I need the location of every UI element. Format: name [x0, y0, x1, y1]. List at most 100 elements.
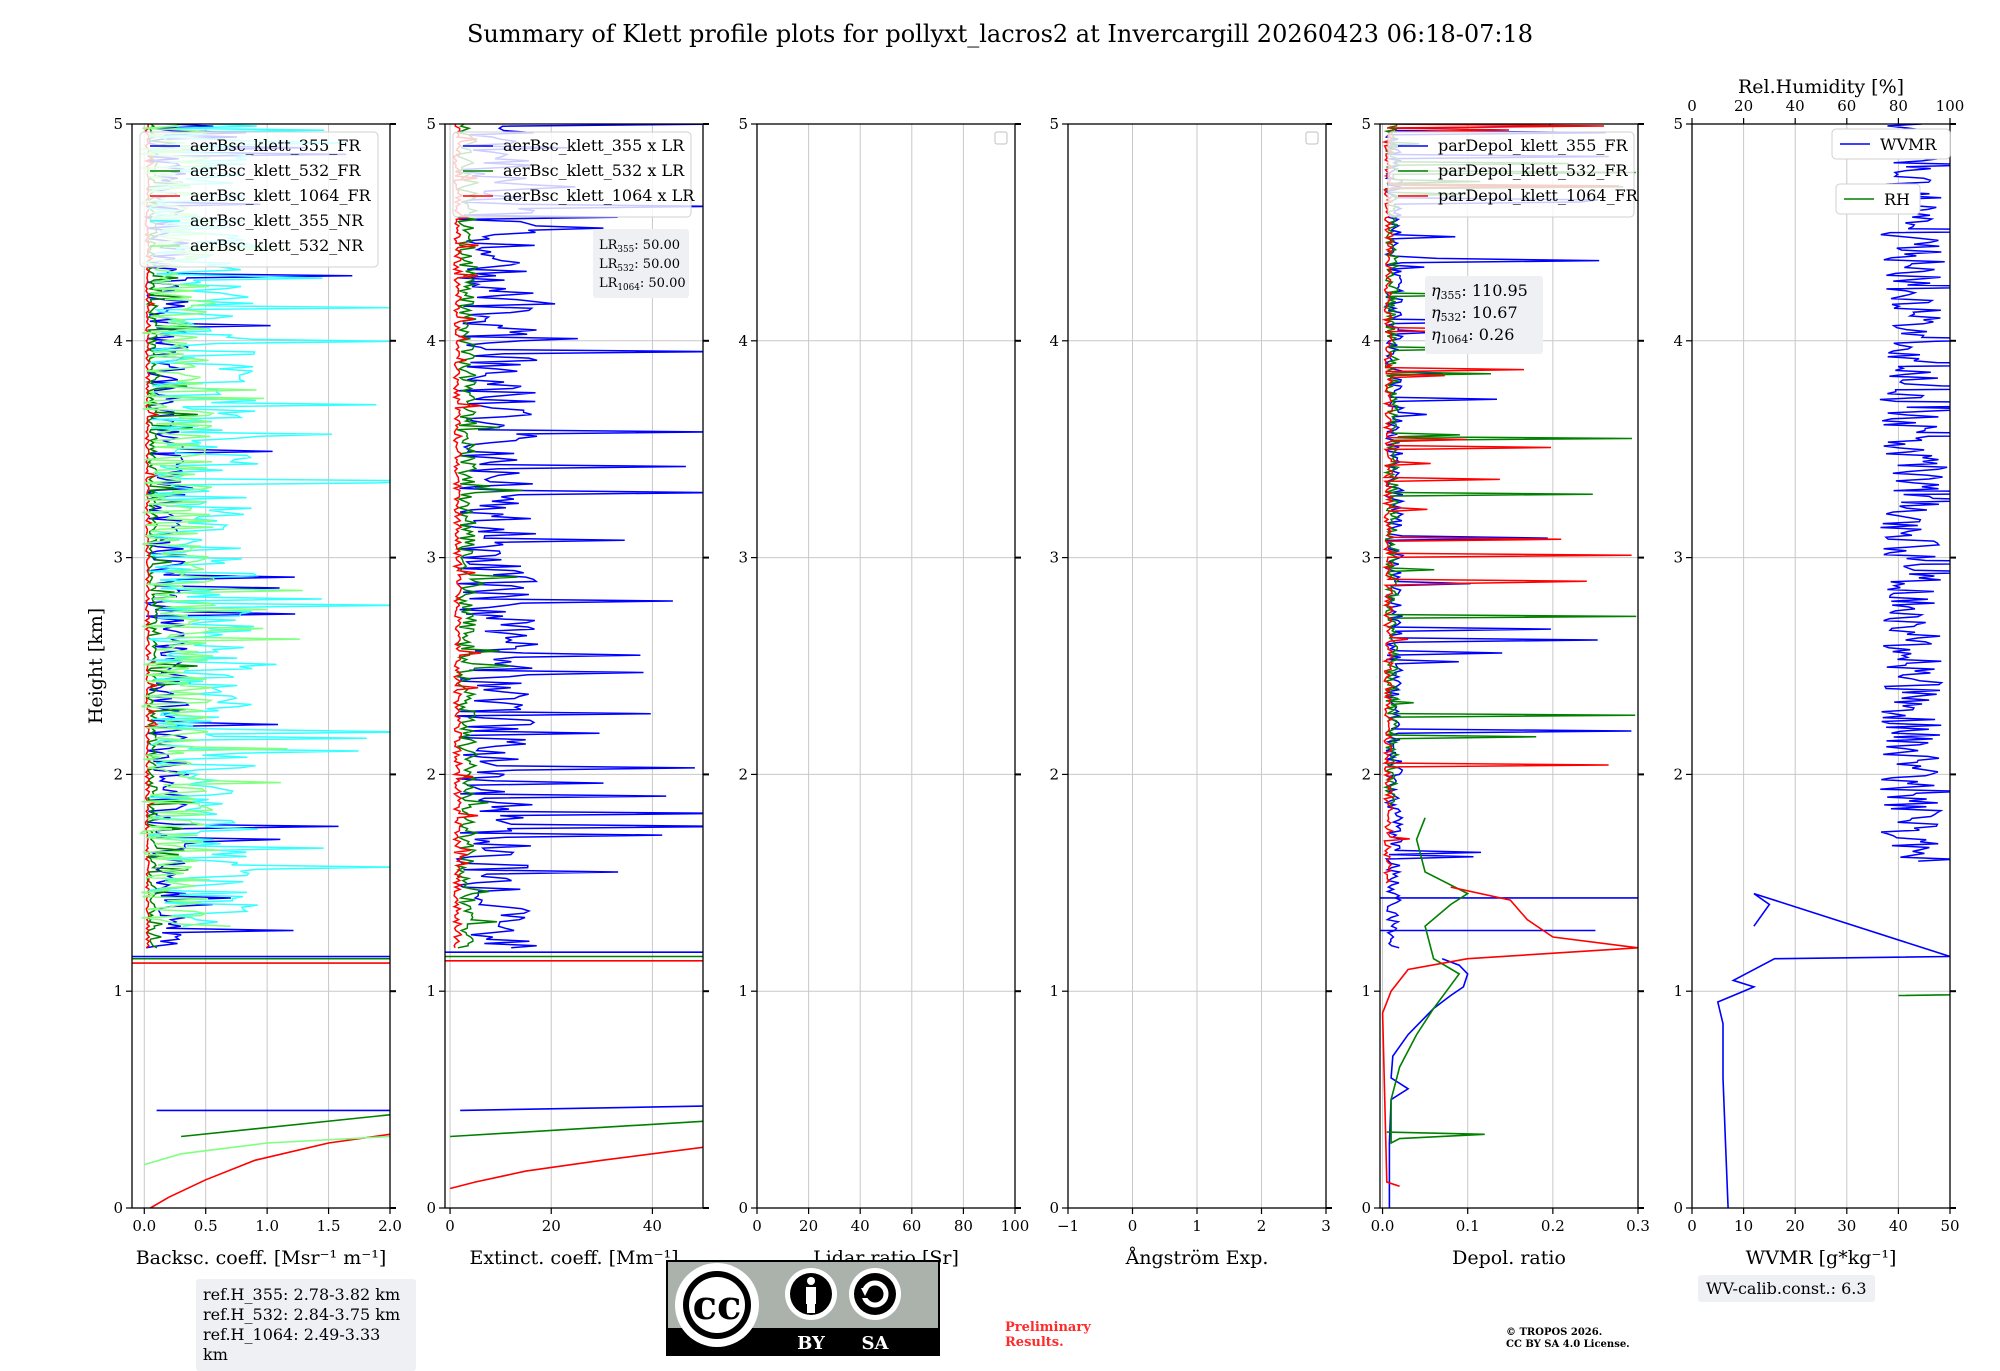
y-tick-label: 2: [1361, 765, 1371, 783]
y-tick-label: 2: [113, 765, 123, 783]
axes-frame: [444, 123, 704, 1209]
wv-calibration-box: WV-calib.const.: 6.3: [1698, 1275, 1875, 1302]
series-line-WVMR: [1716, 892, 1950, 1208]
series-line-parDepol_klett_355_FR: [1388, 957, 1469, 1208]
legend-entry: aerBsc_klett_532 x LR: [503, 161, 685, 180]
axes-frame: [1691, 123, 1951, 1209]
series-profile-aerBsc_klett_1064 x LR: [451, 124, 482, 949]
series-line-aerBsc_klett_532 x LR: [450, 1120, 703, 1138]
y-tick-label: 3: [1673, 549, 1683, 567]
top-x-tick-label: 60: [1837, 97, 1856, 115]
axes-frame: [756, 123, 1016, 1209]
x-axis-label: Ångström Exp.: [1125, 1247, 1269, 1269]
legend-entry: parDepol_klett_532_FR: [1438, 161, 1629, 180]
top-x-tick-label: 80: [1889, 97, 1908, 115]
series-line-aerBsc_klett_1064 x LR: [449, 1146, 703, 1190]
y-tick-label: 5: [426, 115, 436, 133]
legend-box: [1835, 183, 1921, 215]
cc-by-sa-license-badge: cc BY SA: [666, 1260, 940, 1356]
x-tick-label: 1: [1192, 1217, 1202, 1235]
series-profile-parDepol_klett_1064_FR: [1381, 124, 1632, 884]
cc-text: cc: [693, 1282, 742, 1329]
legend-entry: WVMR: [1880, 135, 1937, 154]
figure-title: Summary of Klett profile plots for polly…: [466, 20, 1534, 48]
x-tick-label: 80: [954, 1217, 973, 1235]
ref-height-1064: ref.H_1064: 2.49-3.33 km: [203, 1325, 381, 1364]
y-tick-label: 0: [1673, 1199, 1683, 1217]
y-tick-label: 3: [426, 549, 436, 567]
series-line-aerBsc_klett_355 x LR: [460, 1105, 703, 1112]
legend-box: [1387, 131, 1635, 218]
y-tick-label: 2: [426, 765, 436, 783]
annotation-line: LR355: 50.00: [599, 238, 680, 255]
top-x-tick-label: 20: [1734, 97, 1753, 115]
x-tick-label: 20: [542, 1217, 561, 1235]
series-profile-parDepol_klett_532_FR: [1382, 124, 1637, 808]
x-tick-label: 40: [643, 1217, 662, 1235]
series-profile-aerBsc_klett_355 x LR: [455, 124, 703, 949]
annotation-line: η1064: 0.26: [1431, 325, 1514, 346]
y-tick-label: 1: [426, 982, 436, 1000]
legend-entry: parDepol_klett_355_FR: [1438, 136, 1629, 155]
x-axis-label: WVMR [g*kg⁻¹]: [1746, 1247, 1897, 1269]
series-profile-aerBsc_klett_532 x LR: [453, 124, 523, 949]
x-tick-label: 2.0: [378, 1217, 402, 1235]
y-tick-label: 0: [113, 1199, 123, 1217]
y-tick-label: 1: [1673, 982, 1683, 1000]
series-profile-WVMR: [1879, 124, 1950, 862]
x-tick-label: 20: [799, 1217, 818, 1235]
preliminary-results-note: Preliminary Results.: [1005, 1320, 1091, 1350]
x-tick-label: 0.0: [132, 1217, 156, 1235]
y-tick-label: 0: [426, 1199, 436, 1217]
legend-entry: aerBsc_klett_1064 x LR: [503, 186, 695, 205]
y-tick-label: 3: [738, 549, 748, 567]
x-tick-label: −1: [1057, 1217, 1079, 1235]
legend-entry: aerBsc_klett_1064_FR: [190, 186, 372, 205]
y-tick-label: 5: [738, 115, 748, 133]
x-tick-label: 0.3: [1626, 1217, 1650, 1235]
series-line-aerBsc_klett_532_FR: [181, 1114, 390, 1138]
series-line-parDepol_klett_532_FR: [1386, 817, 1485, 1145]
y-tick-label: 1: [1361, 982, 1371, 1000]
preliminary-line-1: Preliminary: [1005, 1320, 1091, 1335]
copyright-line-1: © TROPOS 2026.: [1506, 1327, 1603, 1338]
y-tick-label: 1: [113, 982, 123, 1000]
legend-entry: aerBsc_klett_355_FR: [190, 136, 361, 155]
by-label: BY: [797, 1333, 826, 1354]
legend-entry: aerBsc_klett_355 x LR: [503, 136, 685, 155]
top-x-tick-label: 40: [1786, 97, 1805, 115]
y-tick-label: 4: [738, 332, 748, 350]
annotation-line: η355: 110.95: [1431, 281, 1528, 302]
x-tick-label: 0.1: [1456, 1217, 1480, 1235]
x-tick-label: 0: [445, 1217, 455, 1235]
ref-height-355: ref.H_355: 2.78-3.82 km: [203, 1285, 401, 1304]
y-tick-label: 2: [1673, 765, 1683, 783]
x-tick-label: 20: [1786, 1217, 1805, 1235]
x-tick-label: 0.2: [1541, 1217, 1565, 1235]
y-tick-label: 0: [1361, 1199, 1371, 1217]
y-tick-label: 4: [1361, 332, 1371, 350]
y-tick-label: 2: [738, 765, 748, 783]
x-tick-label: 0: [752, 1217, 762, 1235]
reference-heights-box: ref.H_355: 2.78-3.82 km ref.H_532: 2.84-…: [196, 1279, 416, 1371]
y-tick-label: 5: [1049, 115, 1059, 133]
series-line-RH: [1898, 993, 1950, 997]
x-axis-label: Extinct. coeff. [Mm⁻¹]: [469, 1247, 678, 1269]
x-tick-label: 0.5: [194, 1217, 218, 1235]
y-tick-label: 1: [1049, 982, 1059, 1000]
y-tick-label: 3: [113, 549, 123, 567]
x-tick-label: 0: [1687, 1217, 1697, 1235]
y-tick-label: 3: [1361, 549, 1371, 567]
y-tick-label: 5: [1673, 115, 1683, 133]
top-x-axis-label: Rel.Humidity [%]: [1738, 76, 1904, 98]
y-axis-label: Height [km]: [85, 608, 107, 724]
y-tick-label: 5: [113, 115, 123, 133]
series-profile-parDepol_klett_355_FR: [1383, 124, 1632, 949]
y-tick-label: 4: [426, 332, 436, 350]
top-x-tick-label: 100: [1936, 97, 1965, 115]
legend-entry: aerBsc_klett_532_NR: [190, 236, 364, 255]
annotation-line: η532: 10.67: [1431, 303, 1518, 324]
annotation-box: [593, 229, 689, 298]
legend-entry: RH: [1884, 190, 1910, 209]
legend-box: [452, 131, 692, 218]
